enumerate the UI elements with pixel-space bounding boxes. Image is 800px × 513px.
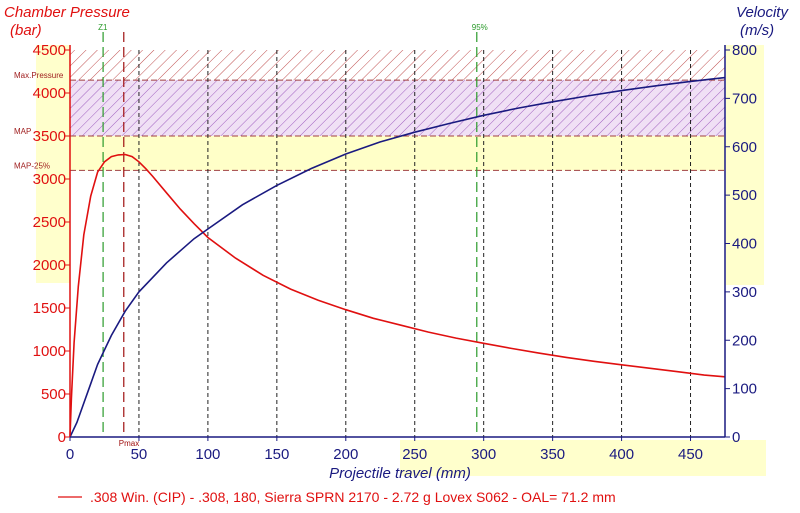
left-tick-label: 0: [58, 429, 66, 446]
right-tick-label: 200: [732, 332, 757, 349]
right-tick-label: 600: [732, 139, 757, 156]
pressure-bands: Max.Pressure MAP MAP-25%: [14, 50, 725, 171]
x-axis-highlight: [400, 440, 766, 476]
x-tick-label: 50: [131, 446, 148, 463]
right-tick-label: 300: [732, 284, 757, 301]
x-tick-label: 450: [678, 446, 703, 463]
markers: Z1 Pmax 95%: [98, 23, 488, 448]
left-tick-label: 4500: [33, 42, 66, 59]
left-tick-label: 1500: [33, 300, 66, 317]
left-axis-highlight: [36, 45, 70, 283]
right-tick-label: 500: [732, 187, 757, 204]
band-label: Max.Pressure: [14, 71, 64, 80]
band-label: MAP-25%: [14, 161, 50, 170]
x-tick-label: 250: [402, 446, 427, 463]
x-axis-title: Projectile travel (mm): [329, 465, 471, 482]
marker-label: 95%: [472, 23, 488, 32]
right-tick-label: 800: [732, 42, 757, 59]
right-tick-label: 0: [732, 429, 740, 446]
band-map: [70, 136, 725, 171]
right-tick-label: 700: [732, 90, 757, 107]
x-tick-label: 350: [540, 446, 565, 463]
x-tick-label: 100: [195, 446, 220, 463]
x-tick-label: 300: [471, 446, 496, 463]
series-group: [69, 76, 726, 438]
marker-label: Z1: [98, 23, 108, 32]
left-axis-title-line1: Chamber Pressure: [4, 4, 130, 21]
axes: 0500100015002000250030003500400045000100…: [33, 42, 757, 463]
band-over-max: [70, 50, 725, 81]
right-axis-highlight: [726, 45, 764, 285]
right-tick-label: 100: [732, 381, 757, 398]
x-tick-label: 0: [66, 446, 74, 463]
marker-label: Pmax: [119, 439, 139, 448]
right-axis-title-line2: (m/s): [740, 22, 774, 39]
band-max-hatch: [70, 80, 725, 136]
legend-label: .308 Win. (CIP) - .308, 180, Sierra SPRN…: [90, 489, 616, 505]
x-tick-label: 200: [333, 446, 358, 463]
left-tick-label: 3500: [33, 128, 66, 145]
band-label: MAP: [14, 127, 31, 136]
axis-background: [36, 45, 766, 476]
series-line-chamber-pressure: [69, 153, 726, 438]
left-axis-title-line2: (bar): [10, 22, 42, 39]
left-tick-label: 1000: [33, 343, 66, 360]
left-tick-label: 2000: [33, 257, 66, 274]
left-tick-label: 500: [41, 386, 66, 403]
x-tick-label: 150: [264, 446, 289, 463]
grid-lines: [138, 50, 692, 437]
left-tick-label: 2500: [33, 214, 66, 231]
left-tick-label: 4000: [33, 85, 66, 102]
series-line-velocity: [69, 76, 726, 438]
left-tick-label: 3000: [33, 171, 66, 188]
x-tick-label: 400: [609, 446, 634, 463]
right-axis-title-line1: Velocity: [736, 4, 789, 21]
right-tick-label: 400: [732, 236, 757, 253]
